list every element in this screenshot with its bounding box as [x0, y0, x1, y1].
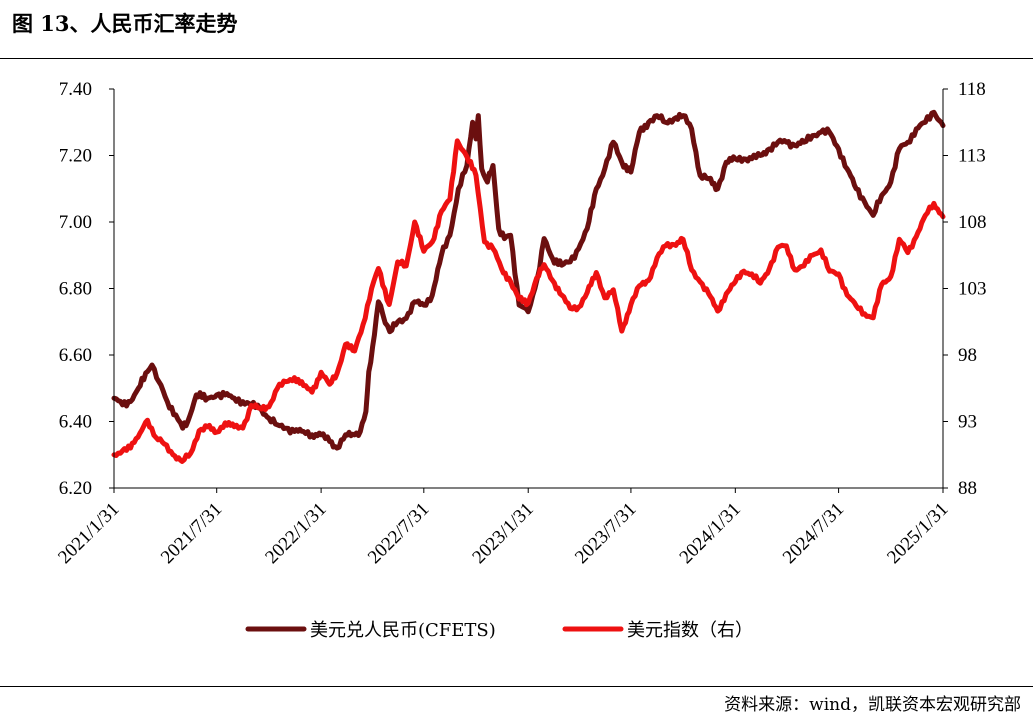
series-line-1: [111, 109, 946, 451]
left-tick-label: 7.20: [59, 146, 92, 167]
x-tick-label: 2024/7/31: [779, 499, 848, 568]
right-tick-label: 88: [958, 478, 977, 499]
figure-title: 图 13、人民币汇率走势: [12, 11, 238, 36]
left-tick-label: 6.40: [59, 412, 92, 433]
exchange-rate-chart: 6.20 6.40 6.60 6.80 7.00 7.20 7.40 88 93 98 103 108…: [54, 79, 986, 641]
x-tick-label: 2022/7/31: [364, 499, 433, 568]
right-tick-label: 98: [958, 345, 977, 366]
source-note: 资料来源：wind，凯联资本宏观研究部: [724, 695, 1021, 715]
left-tick-label: 7.40: [59, 79, 92, 100]
x-tick-label: 2025/1/31: [883, 499, 952, 568]
x-tick-label: 2021/7/31: [157, 499, 226, 568]
title-rule: [0, 58, 1033, 59]
right-tick-label: 118: [958, 79, 986, 100]
series-layer: [111, 109, 946, 464]
left-tick-label: 6.20: [59, 478, 92, 499]
legend-label-2: 美元指数（右）: [627, 620, 753, 641]
left-tick-label: 6.60: [59, 345, 92, 366]
source-rule: [0, 686, 1033, 687]
x-tick-label: 2023/7/31: [571, 499, 640, 568]
right-tick-label: 108: [958, 212, 987, 233]
legend: 美元兑人民币(CFETS) 美元指数（右）: [245, 620, 753, 641]
axes-layer: 6.20 6.40 6.60 6.80 7.00 7.20 7.40 88 93 98 103 108…: [54, 79, 986, 568]
right-tick-label: 103: [958, 279, 987, 300]
right-tick-label: 93: [958, 412, 977, 433]
x-tick-label: 2023/1/31: [468, 499, 537, 568]
x-tick-label: 2024/1/31: [676, 499, 745, 568]
x-tick-label: 2022/1/31: [261, 499, 330, 568]
left-tick-label: 7.00: [59, 212, 92, 233]
right-tick-label: 113: [958, 146, 986, 167]
series-line-2: [111, 138, 946, 464]
legend-label-1: 美元兑人民币(CFETS): [310, 620, 496, 641]
left-tick-label: 6.80: [59, 279, 92, 300]
x-tick-label: 2021/1/31: [54, 499, 123, 568]
